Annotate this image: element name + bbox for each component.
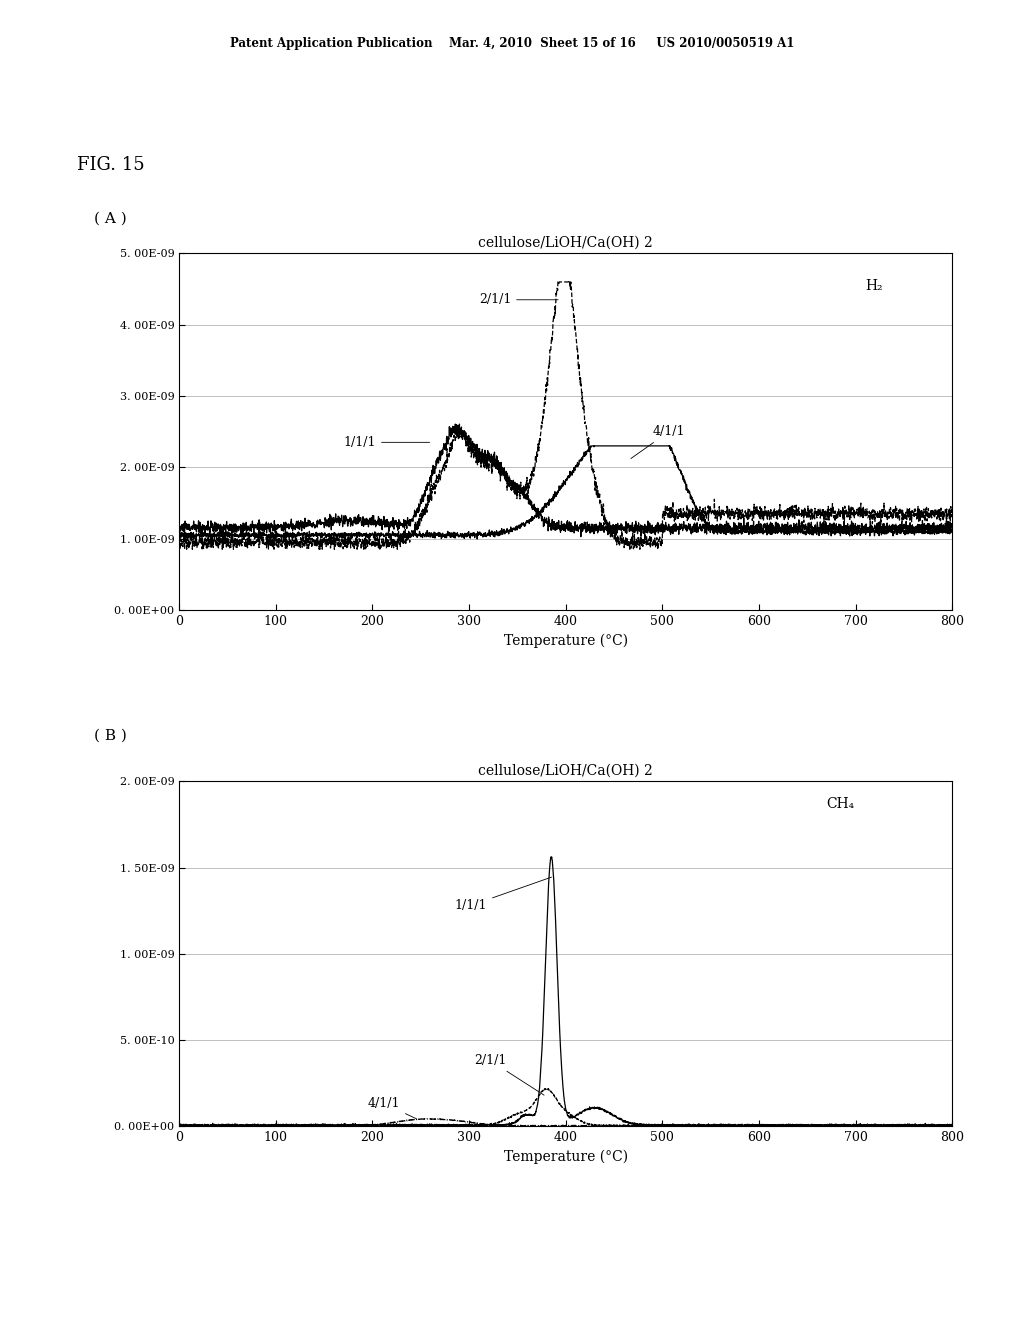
Text: H₂: H₂ [865, 279, 883, 293]
Text: 4/1/1: 4/1/1 [631, 425, 685, 458]
Text: Patent Application Publication    Mar. 4, 2010  Sheet 15 of 16     US 2010/00505: Patent Application Publication Mar. 4, 2… [229, 37, 795, 50]
Title: cellulose/LiOH/Ca(OH) 2: cellulose/LiOH/Ca(OH) 2 [478, 235, 653, 249]
X-axis label: Temperature (°C): Temperature (°C) [504, 1150, 628, 1164]
Text: 2/1/1: 2/1/1 [479, 293, 558, 306]
Text: 2/1/1: 2/1/1 [474, 1053, 544, 1096]
Text: FIG. 15: FIG. 15 [77, 156, 144, 174]
Text: 4/1/1: 4/1/1 [368, 1097, 417, 1119]
X-axis label: Temperature (°C): Temperature (°C) [504, 634, 628, 648]
Text: 1/1/1: 1/1/1 [455, 876, 552, 912]
Text: CH₄: CH₄ [826, 797, 855, 810]
Text: 1/1/1: 1/1/1 [343, 436, 430, 449]
Text: ( B ): ( B ) [94, 729, 127, 743]
Title: cellulose/LiOH/Ca(OH) 2: cellulose/LiOH/Ca(OH) 2 [478, 763, 653, 777]
Text: ( A ): ( A ) [94, 211, 127, 226]
